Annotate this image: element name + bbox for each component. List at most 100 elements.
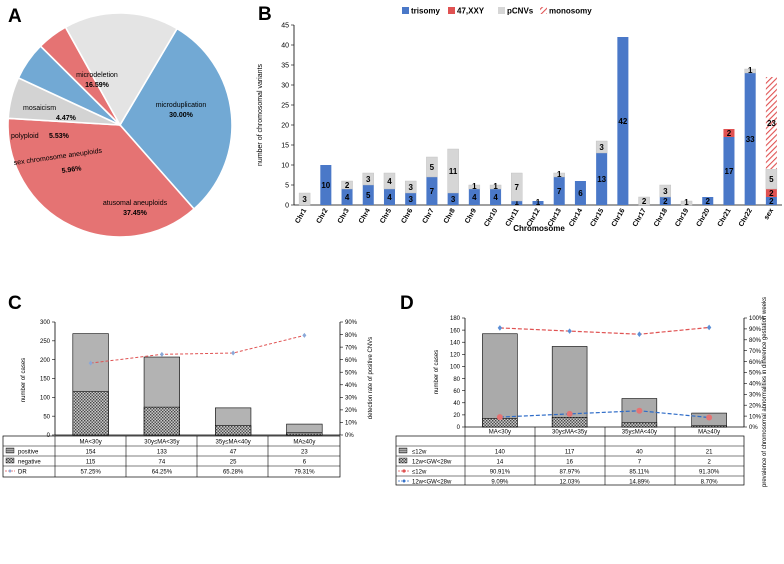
d-row-label-3: 12w<GW<28w <box>412 480 452 486</box>
d-row-label-0: ≤12w <box>412 450 427 456</box>
d-cell-2-35y-ma-40y: 85.11% <box>629 470 650 476</box>
c-bars <box>72 333 323 436</box>
b-xtick-chr6: Chr6 <box>400 207 414 224</box>
d-cell-2-ma-40y: 91.30% <box>699 470 720 476</box>
d-cell-3-35y-ma-40y: 14.89% <box>629 480 650 486</box>
c-row-label-negative: negative <box>18 460 41 466</box>
legend-swatch-monosomy <box>540 7 547 14</box>
bar-chr13-trisomy <box>553 177 565 205</box>
d-cell-2-ma-30y: 90.91% <box>490 470 511 476</box>
d-cell-1-35y-ma-40y: 7 <box>638 460 642 466</box>
c-dr-point-ma-30y <box>88 360 93 366</box>
ytick-label: 80 <box>453 377 460 383</box>
bar-label-chr10-pcnvs: 1 <box>493 182 498 191</box>
bar-ma-40y-negative <box>286 432 323 436</box>
b-x-axis-title: Chromosome <box>513 224 565 233</box>
y2tick-label: 40% <box>345 383 358 389</box>
y2tick-label: 30% <box>345 396 358 402</box>
d-yticks: 0 20 40 60 80 100 120 140 160 180 <box>450 316 465 431</box>
pie-label-atusomal: atusomal aneuploids <box>103 200 168 207</box>
c-cell-positive-ma-40y: 23 <box>301 450 308 456</box>
bar-label-chr3-trisomy: 4 <box>345 193 350 202</box>
ytick-label: 40 <box>453 401 460 407</box>
bar-35y-ma-40y-12w-gw-28w <box>621 422 658 428</box>
bar-sex-trisomy <box>765 197 777 205</box>
d-cell-3-ma-30y: 9.09% <box>491 480 509 486</box>
b-ytick-label: 5 <box>285 183 289 190</box>
c-cell-negative-30y-ma-35y: 74 <box>159 460 166 466</box>
b-ytick-label: 10 <box>281 163 289 170</box>
b-legend: trisomy 47,XXY pCNVs monosomy <box>402 7 592 16</box>
d-cell-2-30y-ma-35y: 87.97% <box>559 470 580 476</box>
bar-chr3-trisomy <box>341 189 353 205</box>
bar-label-chr18-trisomy: 2 <box>663 197 668 206</box>
b-ytick-label: 25 <box>281 103 289 110</box>
y2tick-label: 70% <box>345 345 358 351</box>
c-dr-point-35y-ma-40y <box>231 350 236 356</box>
bar-chr11-trisomy <box>511 201 523 205</box>
bar-chr10-trisomy <box>490 189 502 205</box>
pie-slices <box>7 12 233 238</box>
c-dr-point-30y-ma-35y <box>159 351 164 357</box>
c-row-label-dr: DR <box>18 470 27 476</box>
d-row-label-2: ≤12w <box>412 470 427 476</box>
y2tick-label: 80% <box>749 338 762 344</box>
bar-label-chr4-trisomy: 5 <box>366 191 371 200</box>
legend-label-monosomy: monosomy <box>549 7 592 16</box>
pie-label-microduplication: microduplication <box>156 102 207 109</box>
c-cell-positive-35y-ma-40y: 47 <box>230 450 237 456</box>
bar-label-sex-monosomy: 23 <box>767 119 776 128</box>
b-xtick-chr19: Chr19 <box>674 207 690 228</box>
bar-chr16-trisomy <box>617 37 629 205</box>
c-col-header-35y-ma-40y: 35y≤MA<40y <box>216 440 251 446</box>
bar-label-chr11-pcnvs: 7 <box>515 183 520 192</box>
pie-pct-polyploid: 5.53% <box>49 133 70 140</box>
ytick-label: 300 <box>40 320 51 326</box>
bar-chr21-47-xxy <box>723 129 735 137</box>
bar-label-chr2-trisomy: 10 <box>321 181 330 190</box>
panel-label-d: D <box>400 293 414 314</box>
c-col-header-ma-30y: MA<30y <box>80 440 102 446</box>
bar-label-chr18-pcnvs: 3 <box>663 187 668 196</box>
b-xtick-chr3: Chr3 <box>337 207 351 224</box>
b-xtick-chr14: Chr14 <box>568 207 584 228</box>
b-xtick-chr5: Chr5 <box>379 207 393 224</box>
pie-label-microdeletion: microdeletion <box>76 72 118 79</box>
d-y2ticks: 0% 10% 20% 30% 40% 50% 60% 70% 80% 90% 100% <box>744 316 765 431</box>
d-cell-1-30y-ma-35y: 16 <box>566 460 573 466</box>
d-point-12w-28w-ma-30y <box>496 414 503 421</box>
bar-label-chr15-trisomy: 13 <box>597 175 606 184</box>
bar-chr12-trisomy <box>532 201 544 205</box>
bar-label-chr7-trisomy: 7 <box>430 187 435 196</box>
b-xtick-chr10: Chr10 <box>483 207 499 228</box>
ytick-label: 150 <box>40 377 51 383</box>
d-point-12w-28w-30y-ma-35y <box>566 410 573 417</box>
y2tick-label: 20% <box>345 408 358 414</box>
legend-label-pcnvs: pCNVs <box>507 7 534 16</box>
pie-pct-atusomal: 37.45% <box>123 210 148 217</box>
b-xtick-chr18: Chr18 <box>653 207 669 228</box>
y2tick-label: 50% <box>345 370 358 376</box>
b-ytick-label: 35 <box>281 63 289 70</box>
c-dr-line <box>88 332 307 366</box>
d-col-header-ma-40y: MA≥40y <box>698 430 720 436</box>
bar-chr4-trisomy <box>362 185 374 205</box>
bar-label-chr1-pcnvs: 3 <box>302 195 307 204</box>
ytick-label: 140 <box>450 340 461 346</box>
c-dr-point-ma-40y <box>302 332 307 338</box>
ytick-label: 0 <box>457 425 461 431</box>
y2tick-label: 50% <box>749 371 762 377</box>
d-y-axis-title: number of cases <box>434 350 440 394</box>
c-col-header-ma-40y: MA≥40y <box>293 440 315 446</box>
d-line-le12w <box>499 326 710 335</box>
b-xtick-chr16: Chr16 <box>611 207 627 228</box>
b-xtick-chr8: Chr8 <box>443 207 457 224</box>
ytick-label: 180 <box>450 316 461 322</box>
c-dr-polyline <box>90 334 305 364</box>
bar-chr5-pcnvs <box>383 172 396 190</box>
bar-label-sex-pcnvs: 5 <box>769 175 774 184</box>
bar-chr8-pcnvs <box>447 148 459 194</box>
bar-chr7-trisomy <box>426 177 438 205</box>
bar-label-chr9-trisomy: 4 <box>472 193 477 202</box>
